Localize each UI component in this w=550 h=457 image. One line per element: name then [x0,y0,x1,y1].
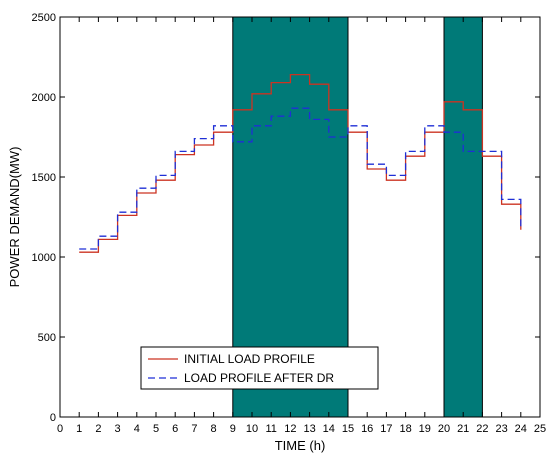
x-tick-label-21: 21 [457,423,469,435]
x-tick-label-25: 25 [534,423,546,435]
series-line-1 [79,107,522,250]
x-tick-label-2: 2 [95,423,101,435]
x-tick-label-3: 3 [115,423,121,435]
x-tick-label-17: 17 [380,423,392,435]
x-axis-title: TIME (h) [275,438,326,453]
x-tick-label-12: 12 [284,423,296,435]
legend: INITIAL LOAD PROFILE LOAD PROFILE AFTER … [140,346,379,390]
x-tick-label-8: 8 [211,423,217,435]
y-tick-label-3: 1500 [32,172,56,184]
x-tick-label-16: 16 [361,423,373,435]
highlight-band-1 [443,16,483,418]
y-tick-label-5: 2500 [32,12,56,24]
x-tick-label-22: 22 [476,423,488,435]
legend-box [140,346,379,390]
legend-label-initial: INITIAL LOAD PROFILE [184,352,315,366]
x-tick-label-13: 13 [303,423,315,435]
x-tick-label-0: 0 [57,423,63,435]
x-tick-label-7: 7 [191,423,197,435]
x-tick-label-23: 23 [495,423,507,435]
x-tick-label-11: 11 [265,423,276,435]
x-tick-label-10: 10 [246,423,258,435]
y-tick-label-1: 500 [38,332,56,344]
x-tick-label-1: 1 [76,423,82,435]
x-tick-label-15: 15 [342,423,354,435]
series-layer [79,73,522,253]
x-tick-label-6: 6 [172,423,178,435]
x-tick-label-5: 5 [153,423,159,435]
plot-frame [59,16,541,418]
y-axis: 0 500 1000 1500 2000 2500 [32,12,540,424]
x-tick-label-19: 19 [419,423,431,435]
y-tick-label-2: 1000 [32,252,56,264]
x-tick-label-18: 18 [399,423,411,435]
x-tick-label-4: 4 [134,423,140,435]
x-tick-label-24: 24 [515,423,527,435]
x-tick-label-9: 9 [230,423,236,435]
y-tick-label-0: 0 [50,412,56,424]
y-axis-title: POWER DEMAND(MW) [7,147,22,288]
x-tick-label-20: 20 [438,423,450,435]
legend-label-after-dr: LOAD PROFILE AFTER DR [184,371,334,385]
x-tick-label-14: 14 [323,423,335,435]
x-axis: 0 1 2 3 4 5 6 7 8 9 10 11 12 13 14 15 16 17 18 19 20 21 22 23 24… [57,17,546,435]
y-tick-label-4: 2000 [32,92,56,104]
